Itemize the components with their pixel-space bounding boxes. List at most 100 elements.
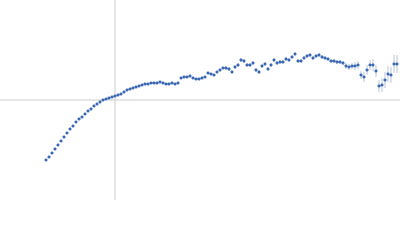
data-point: [95, 102, 99, 106]
data-point: [263, 62, 267, 66]
data-point: [299, 59, 303, 63]
data-point: [212, 73, 216, 77]
data-point: [131, 86, 135, 90]
data-point: [323, 56, 327, 60]
data-point: [188, 74, 192, 78]
data-point: [305, 54, 309, 58]
data-point: [377, 84, 381, 88]
data-point: [47, 155, 51, 159]
data-point: [176, 81, 180, 85]
data-point: [227, 67, 231, 71]
data-point: [353, 64, 357, 68]
data-point: [233, 65, 237, 69]
data-point: [332, 59, 336, 63]
data-point: [242, 59, 246, 63]
data-point: [314, 54, 318, 58]
data-point: [125, 88, 129, 92]
data-point: [395, 62, 399, 66]
data-point: [77, 117, 81, 121]
data-point: [329, 59, 333, 63]
data-point: [380, 83, 384, 87]
data-point: [65, 131, 69, 135]
data-point: [272, 58, 276, 62]
data-point: [203, 75, 207, 79]
data-point: [374, 69, 378, 73]
data-point: [146, 82, 150, 86]
data-point: [302, 56, 306, 60]
data-point: [191, 76, 195, 80]
data-point: [281, 60, 285, 64]
data-point: [167, 82, 171, 86]
data-point: [290, 55, 294, 59]
data-point: [341, 61, 345, 65]
data-point: [386, 72, 390, 76]
data-point: [311, 56, 315, 60]
data-point: [248, 63, 252, 67]
data-point: [320, 55, 324, 59]
data-point: [230, 70, 234, 74]
data-point: [392, 62, 396, 66]
data-point: [326, 57, 330, 61]
data-point: [86, 109, 90, 113]
data-point: [236, 63, 240, 67]
data-point: [344, 64, 348, 68]
data-point: [92, 104, 96, 108]
data-point: [224, 66, 228, 70]
data-point: [104, 97, 108, 101]
data-point: [83, 112, 87, 116]
data-point: [74, 120, 78, 124]
data-point: [173, 82, 177, 86]
data-point: [155, 81, 159, 85]
data-point: [62, 135, 66, 139]
data-point: [107, 96, 111, 100]
data-point: [266, 67, 270, 71]
data-point: [350, 64, 354, 68]
data-point: [182, 75, 186, 79]
data-point: [200, 76, 204, 80]
data-point: [59, 139, 63, 143]
data-point: [161, 81, 165, 85]
data-point: [389, 73, 393, 77]
data-point: [347, 65, 351, 69]
data-point: [383, 78, 387, 82]
data-point: [164, 82, 168, 86]
data-point: [134, 85, 138, 89]
data-point: [197, 77, 201, 81]
data-point: [269, 63, 273, 67]
data-point: [260, 64, 264, 68]
data-point: [218, 68, 222, 72]
data-point: [185, 75, 189, 79]
data-point: [44, 158, 48, 162]
data-point: [221, 66, 225, 70]
data-point: [101, 98, 105, 102]
data-point: [119, 92, 123, 96]
data-point: [245, 63, 249, 67]
chart: [0, 0, 400, 200]
data-point: [137, 84, 141, 88]
data-point: [116, 93, 120, 97]
data-point: [194, 77, 198, 81]
data-point: [293, 52, 297, 56]
data-point: [287, 58, 291, 62]
data-point: [170, 81, 174, 85]
data-point: [122, 90, 126, 94]
data-point: [278, 60, 282, 64]
data-point: [284, 57, 288, 61]
data-point: [371, 63, 375, 67]
data-point: [275, 61, 279, 65]
data-point: [158, 80, 162, 84]
data-point: [308, 53, 312, 57]
data-point: [368, 63, 372, 67]
data-point: [50, 151, 54, 155]
data-point: [365, 68, 369, 72]
data-point: [356, 63, 360, 67]
data-point: [206, 71, 210, 75]
data-point: [209, 72, 213, 76]
data-point: [80, 115, 84, 119]
data-point: [140, 83, 144, 87]
data-point: [317, 53, 321, 57]
data-point: [128, 87, 132, 91]
data-point: [338, 60, 342, 64]
data-point: [296, 59, 300, 63]
data-point: [179, 76, 183, 80]
